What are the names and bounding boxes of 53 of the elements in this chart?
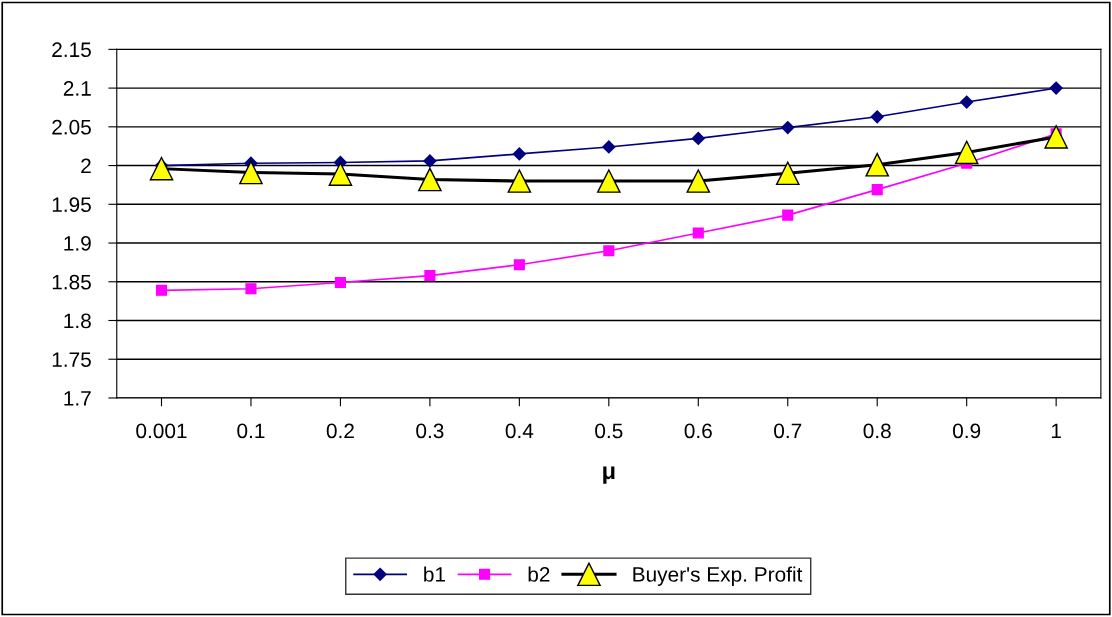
point: [334, 276, 346, 289]
point: [597, 169, 621, 193]
x-tick-label: 0.9: [953, 423, 981, 439]
point: [602, 140, 616, 154]
point: [775, 161, 800, 186]
y-tick-label: 1.85: [52, 274, 91, 290]
y-tick-label: 1.95: [52, 197, 91, 213]
point: [691, 131, 705, 146]
point: [1049, 81, 1063, 95]
y-tick-label: 1.7: [64, 391, 91, 406]
point: [603, 245, 615, 257]
point: [865, 152, 890, 177]
point: [507, 169, 532, 193]
legend-label: b2: [528, 566, 550, 582]
point: [155, 284, 168, 296]
point: [692, 227, 704, 239]
x-tick-label: 0.7: [774, 423, 802, 439]
point: [239, 160, 263, 185]
y-tick-label: 1.8: [64, 313, 91, 329]
x-tick-label: 0.001: [136, 423, 187, 439]
x-axis-title: μ: [603, 466, 615, 484]
point: [781, 121, 795, 135]
point: [245, 283, 257, 295]
point: [149, 156, 174, 181]
x-tick-label: 0.5: [595, 423, 623, 439]
x-tick-label: 0.3: [416, 423, 444, 439]
x-tick-label: 0.8: [863, 423, 891, 439]
legend-label: b1: [424, 566, 445, 582]
y-tick-label: 1.9: [64, 236, 91, 251]
point: [512, 147, 526, 161]
x-tick-label: 1: [1051, 423, 1061, 439]
point: [423, 154, 437, 168]
point: [871, 184, 883, 196]
x-tick-label: 0.1: [237, 423, 265, 439]
point: [954, 140, 979, 165]
y-tick-label: 2.15: [52, 42, 91, 58]
point: [328, 162, 353, 186]
point: [418, 167, 442, 192]
y-tick-label: 2.1: [63, 81, 91, 96]
point: [960, 95, 974, 109]
point: [1044, 125, 1068, 149]
point: [782, 209, 794, 221]
x-tick-label: 0.4: [505, 423, 534, 439]
legend-label: Buyer's Exp. Profit: [633, 566, 803, 586]
y-tick-label: 2: [81, 158, 91, 174]
point: [513, 259, 525, 271]
point: [686, 169, 711, 193]
point: [424, 270, 436, 282]
x-tick-label: 0.2: [326, 423, 354, 439]
x-tick-label: 0.6: [684, 423, 712, 439]
point: [870, 110, 884, 124]
y-tick-label: 1.75: [52, 352, 91, 367]
y-tick-label: 2.05: [52, 119, 91, 135]
